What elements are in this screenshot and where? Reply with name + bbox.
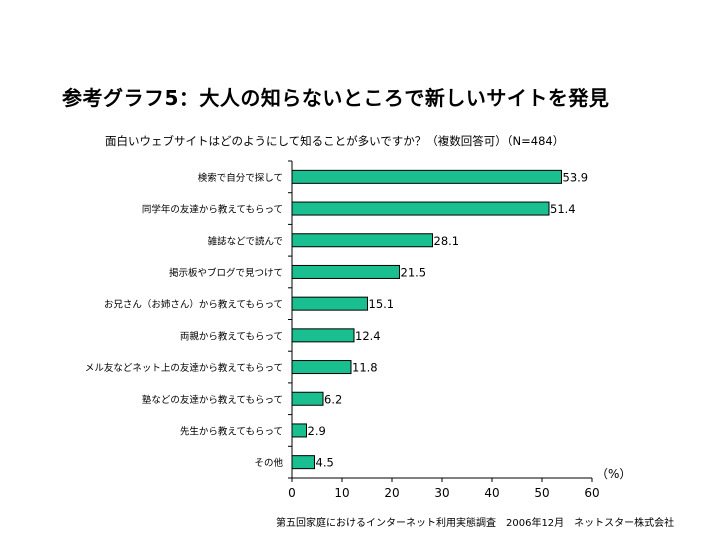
bar-4 — [291, 296, 368, 311]
page-title: 参考グラフ5：大人の知らないところで新しいサイトを発見 — [62, 86, 610, 110]
category-label-6: メル友などネット上の友達から教えてもらって — [85, 362, 283, 374]
bar-2 — [291, 233, 433, 248]
category-label-8: 先生から教えてもらって — [180, 425, 283, 437]
value-label-4: 15.1 — [369, 297, 395, 311]
category-label-2: 雑誌などで読んで — [208, 235, 283, 247]
bar-0 — [291, 169, 562, 184]
x-tick-label-5: 50 — [534, 486, 549, 500]
x-tick-label-6: 60 — [584, 486, 599, 500]
value-label-9: 4.5 — [316, 456, 334, 470]
value-label-7: 6.2 — [324, 392, 342, 406]
category-labels-group: 検索で自分で探して同学年の友達から教えてもらって雑誌などで読んで掲示板やブログで… — [85, 172, 284, 469]
bar-3 — [291, 264, 400, 279]
value-label-1: 51.4 — [550, 202, 576, 216]
value-label-0: 53.9 — [563, 170, 589, 184]
value-labels-group: 53.9 51.4 28.1 21.5 15.1 12.4 11.8 6.2 2.9 4.5 — [308, 170, 589, 469]
bar-5 — [291, 328, 355, 343]
category-label-0: 検索で自分で探して — [198, 172, 283, 184]
value-label-3: 21.5 — [401, 265, 427, 279]
category-label-4: お兄さん（お姉さん）から教えてもらって — [104, 299, 283, 311]
bars-group — [291, 169, 562, 470]
x-tick-labels-group: 0 10 20 30 40 50 60 — [288, 486, 599, 500]
source-note: 第五回家庭におけるインターネット利用実態調査 2006年12月 ネットスター株式… — [276, 518, 675, 529]
value-label-5: 12.4 — [355, 329, 381, 343]
category-label-9: その他 — [254, 457, 283, 469]
category-label-7: 塾などの友達から教えてもらって — [142, 394, 283, 406]
x-tick-label-1: 10 — [334, 486, 349, 500]
category-label-3: 掲示板やブログで見つけて — [169, 267, 283, 279]
x-tick-label-4: 40 — [484, 486, 499, 500]
chart-subtitle: 面白いウェブサイトはどのようにして知ることが多いですか？（複数回答可）（N=48… — [105, 134, 565, 148]
bar-6 — [291, 360, 352, 375]
bar-9 — [291, 455, 315, 470]
value-label-8: 2.9 — [308, 424, 326, 438]
x-tick-label-0: 0 — [288, 486, 296, 500]
bar-7 — [291, 391, 324, 406]
bar-8 — [291, 423, 307, 438]
x-tick-label-3: 30 — [434, 486, 449, 500]
value-label-6: 11.8 — [352, 361, 378, 375]
axes-group — [288, 160, 593, 482]
bar-1 — [291, 201, 550, 216]
category-label-5: 両親から教えてもらって — [180, 330, 283, 342]
category-label-1: 同学年の友達から教えてもらって — [142, 204, 283, 216]
x-tick-label-2: 20 — [384, 486, 399, 500]
value-label-2: 28.1 — [434, 234, 460, 248]
unit-label: （%） — [596, 467, 631, 481]
